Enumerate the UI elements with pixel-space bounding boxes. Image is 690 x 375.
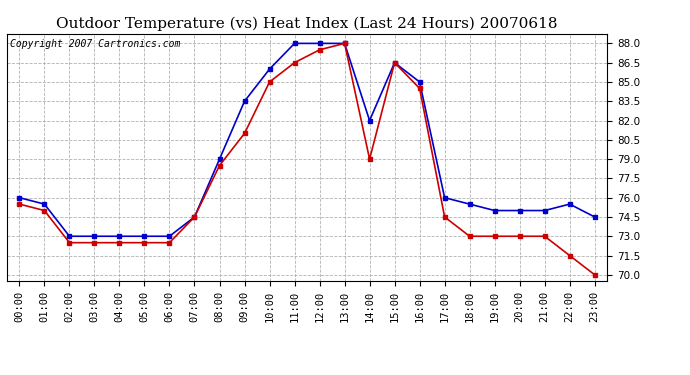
Text: Copyright 2007 Cartronics.com: Copyright 2007 Cartronics.com bbox=[10, 39, 180, 49]
Title: Outdoor Temperature (vs) Heat Index (Last 24 Hours) 20070618: Outdoor Temperature (vs) Heat Index (Las… bbox=[57, 17, 558, 31]
